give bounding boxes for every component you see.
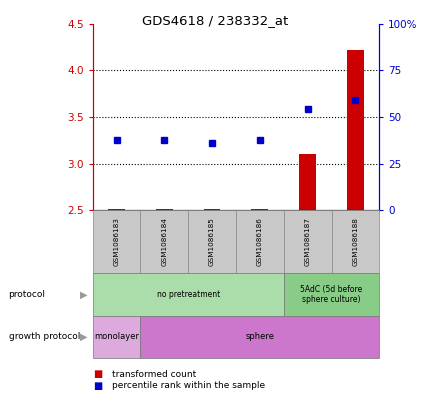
Bar — [156, 209, 172, 210]
Text: GSM1086184: GSM1086184 — [161, 217, 167, 266]
Text: growth protocol: growth protocol — [9, 332, 80, 341]
Bar — [108, 209, 125, 210]
Bar — [203, 209, 220, 210]
Text: GSM1086187: GSM1086187 — [304, 217, 310, 266]
Text: ▶: ▶ — [80, 289, 87, 299]
Text: ■: ■ — [92, 381, 101, 391]
Text: transformed count: transformed count — [112, 370, 196, 378]
Text: ■: ■ — [92, 369, 101, 379]
Text: no pretreatment: no pretreatment — [156, 290, 219, 299]
Text: sphere: sphere — [245, 332, 274, 341]
Bar — [346, 50, 363, 210]
Text: GSM1086183: GSM1086183 — [113, 217, 119, 266]
Bar — [251, 209, 267, 210]
Text: percentile rank within the sample: percentile rank within the sample — [112, 382, 264, 390]
Text: protocol: protocol — [9, 290, 46, 299]
Text: GSM1086186: GSM1086186 — [256, 217, 262, 266]
Text: 5AdC (5d before
sphere culture): 5AdC (5d before sphere culture) — [300, 285, 362, 304]
Text: GSM1086185: GSM1086185 — [209, 217, 215, 266]
Bar — [298, 154, 315, 210]
Text: ▶: ▶ — [80, 332, 87, 342]
Text: GSM1086188: GSM1086188 — [352, 217, 358, 266]
Text: monolayer: monolayer — [94, 332, 139, 341]
Text: GDS4618 / 238332_at: GDS4618 / 238332_at — [142, 14, 288, 27]
